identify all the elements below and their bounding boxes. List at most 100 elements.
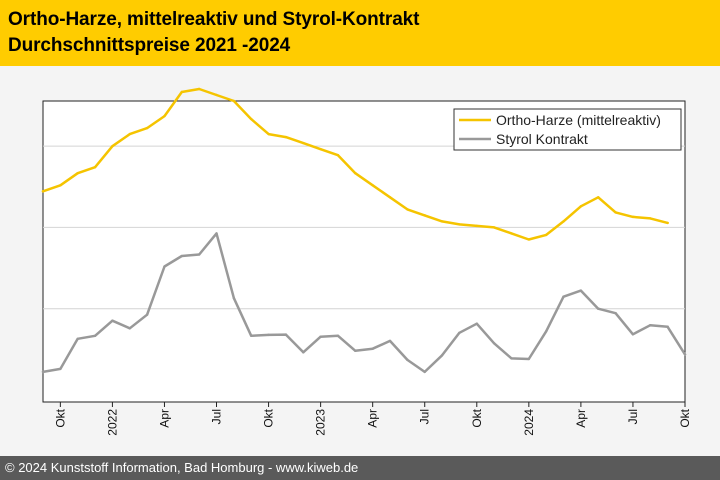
data-point-0-15	[302, 141, 305, 145]
data-point-0-18	[354, 172, 357, 175]
x-tick-label-0: Okt	[53, 408, 67, 427]
x-tick-label-8: Okt	[470, 408, 484, 427]
chart-title: Ortho-Harze, mittelreaktiv und Styrol-Ko…	[8, 9, 420, 30]
x-tick-label-10: Apr	[574, 409, 588, 428]
x-tick-label-7: Jul	[418, 409, 432, 424]
data-point-1-23	[440, 354, 444, 357]
data-point-1-19	[371, 347, 374, 350]
data-point-1-27	[510, 357, 513, 360]
data-point-0-20	[388, 196, 392, 199]
data-point-1-34	[631, 333, 635, 336]
x-tick-label-6: Apr	[366, 409, 380, 428]
legend-label-1: Styrol Kontrakt	[496, 131, 588, 147]
data-point-0-32	[597, 196, 600, 199]
data-point-1-24	[458, 331, 461, 334]
data-point-0-31	[579, 205, 583, 208]
data-point-0-1	[59, 184, 62, 187]
footer-bar: © 2024 Kunststoff Information, Bad Hombu…	[0, 456, 720, 480]
data-point-1-5	[128, 327, 131, 330]
x-tick-label-4: Okt	[262, 408, 276, 427]
data-point-1-21	[406, 358, 409, 362]
data-point-0-19	[371, 184, 374, 187]
data-point-0-3	[93, 166, 97, 169]
data-point-1-33	[614, 312, 617, 315]
data-point-0-21	[406, 208, 409, 211]
data-point-1-14	[284, 333, 288, 336]
data-point-0-6	[145, 126, 149, 130]
data-point-0-2	[76, 172, 79, 175]
data-point-0-36	[666, 221, 669, 225]
data-point-0-11	[232, 99, 236, 103]
data-point-1-18	[354, 349, 357, 353]
data-point-1-6	[145, 313, 149, 316]
data-point-0-35	[649, 217, 652, 220]
data-point-0-16	[319, 147, 322, 151]
line-chart: Okt 2022 Apr Jul Okt 2023 Apr Jul Okt 2024 Apr Jul O…	[41, 87, 692, 436]
data-point-0-0	[41, 190, 45, 193]
data-point-1-4	[111, 319, 114, 322]
data-point-0-28	[527, 238, 531, 241]
data-point-1-8	[180, 254, 184, 258]
chart-subtitle: Durchschnittspreise 2021 -2024	[8, 35, 291, 56]
data-point-0-17	[336, 153, 340, 157]
data-point-0-12	[250, 117, 253, 121]
x-tick-label-12: Okt	[678, 408, 692, 427]
data-point-1-30	[562, 295, 565, 298]
data-point-1-29	[544, 330, 548, 333]
data-point-0-25	[475, 224, 478, 228]
data-point-0-26	[492, 226, 496, 229]
data-point-1-35	[649, 324, 652, 327]
data-point-1-9	[197, 253, 201, 256]
data-point-0-10	[215, 93, 218, 97]
data-point-1-22	[423, 370, 426, 374]
data-point-1-11	[232, 296, 236, 300]
data-point-1-20	[388, 339, 392, 343]
data-point-0-9	[197, 87, 201, 91]
chart-area: Okt 2022 Apr Jul Okt 2023 Apr Jul Okt 2024 Apr Jul O…	[0, 66, 720, 456]
data-point-1-36	[666, 325, 669, 328]
x-tick-label-1: 2022	[105, 409, 119, 436]
data-point-1-12	[250, 334, 253, 337]
data-point-1-37	[683, 353, 687, 356]
data-point-1-28	[527, 357, 531, 361]
data-point-1-3	[93, 334, 97, 337]
data-point-1-7	[163, 265, 166, 268]
x-tick-label-2: Apr	[157, 409, 171, 428]
data-point-0-29	[544, 233, 548, 237]
x-tick-label-9: 2024	[522, 409, 536, 436]
data-point-1-15	[302, 351, 305, 354]
data-point-1-32	[597, 307, 600, 310]
data-point-0-27	[510, 232, 513, 235]
data-point-0-4	[111, 144, 114, 148]
series-1	[41, 232, 687, 374]
data-point-0-22	[423, 214, 426, 217]
series-line-1	[41, 232, 687, 374]
plot-area	[42, 100, 686, 403]
x-tick-label-11: Jul	[626, 409, 640, 424]
data-point-1-26	[492, 342, 496, 345]
data-point-0-30	[562, 220, 565, 223]
data-point-0-13	[267, 132, 270, 136]
data-point-1-10	[215, 232, 218, 235]
copyright-text: © 2024 Kunststoff Information, Bad Hombu…	[5, 460, 359, 475]
data-point-0-24	[458, 223, 461, 226]
data-point-0-7	[163, 114, 166, 118]
legend-label-0: Ortho-Harze (mittelreaktiv)	[496, 112, 661, 128]
data-point-1-31	[579, 289, 583, 292]
data-point-1-25	[475, 322, 478, 325]
header-bar: Ortho-Harze, mittelreaktiv und Styrol-Ko…	[0, 0, 720, 66]
legend-box	[453, 108, 682, 151]
data-point-1-1	[59, 367, 62, 371]
data-point-0-8	[180, 90, 184, 94]
data-point-0-23	[440, 220, 444, 223]
data-point-0-5	[128, 132, 131, 136]
data-point-1-0	[41, 370, 45, 374]
x-tick-label-3: Jul	[210, 409, 224, 424]
data-point-1-16	[319, 335, 322, 338]
data-point-0-33	[614, 211, 617, 214]
data-point-0-34	[631, 215, 635, 219]
series-0	[41, 87, 669, 241]
data-point-0-14	[284, 135, 288, 139]
data-point-1-13	[267, 333, 270, 337]
data-point-1-2	[76, 337, 79, 340]
